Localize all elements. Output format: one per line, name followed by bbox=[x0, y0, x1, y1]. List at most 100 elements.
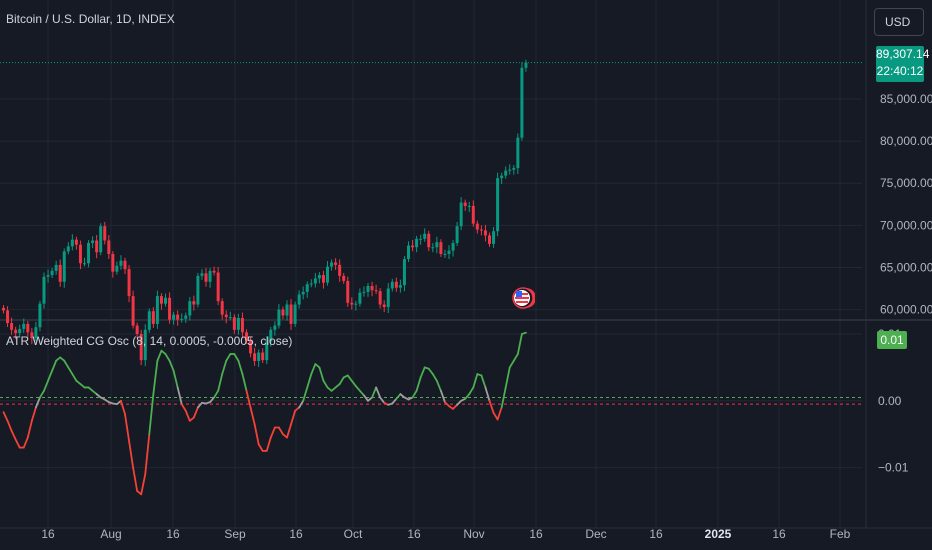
candle bbox=[492, 227, 496, 248]
candle bbox=[447, 245, 451, 259]
candle bbox=[370, 281, 374, 297]
candle-body bbox=[176, 314, 180, 320]
candle-body bbox=[398, 285, 402, 288]
osc-segment bbox=[468, 386, 475, 396]
candle-body bbox=[192, 301, 196, 305]
candle-body bbox=[224, 314, 228, 318]
candle-body bbox=[407, 245, 410, 260]
candle-body bbox=[305, 284, 309, 292]
candle-body bbox=[261, 352, 265, 361]
candle bbox=[245, 329, 248, 344]
candle bbox=[74, 236, 78, 250]
candle-body bbox=[402, 259, 406, 286]
candle bbox=[297, 290, 301, 309]
candle bbox=[269, 326, 273, 347]
osc-segment bbox=[358, 389, 365, 397]
candle-body bbox=[273, 325, 277, 330]
candle-body bbox=[83, 263, 86, 265]
candle-body bbox=[277, 309, 281, 326]
oscillator-line bbox=[2, 331, 527, 496]
candle-body bbox=[492, 231, 496, 244]
candle bbox=[431, 243, 435, 253]
candle bbox=[374, 284, 378, 294]
osc-segment bbox=[132, 466, 139, 492]
candle bbox=[34, 321, 38, 342]
candle bbox=[87, 240, 91, 268]
candle bbox=[483, 224, 487, 242]
candle-body bbox=[228, 317, 232, 319]
candle-body bbox=[99, 226, 103, 253]
candle-body bbox=[475, 223, 479, 230]
osc-segment bbox=[196, 401, 203, 409]
candle bbox=[83, 257, 86, 267]
candle-body bbox=[87, 243, 91, 264]
osc-segment bbox=[512, 353, 519, 362]
time-axis: 16 Aug 16 Sep 16 Oct 16 Nov 16 Dec 16 2025 16 Feb bbox=[41, 527, 850, 541]
candle bbox=[107, 235, 111, 259]
candle bbox=[111, 251, 115, 278]
candle bbox=[224, 310, 228, 324]
candle-body bbox=[131, 296, 135, 326]
osc-segment bbox=[411, 389, 418, 399]
candle bbox=[471, 200, 475, 227]
time-tick-label: Feb bbox=[830, 527, 851, 541]
osc-segment bbox=[504, 366, 511, 389]
candle-body bbox=[54, 264, 58, 271]
osc-segment bbox=[43, 379, 49, 392]
osc-segment bbox=[67, 366, 74, 375]
price-tick-label: 60,000.00 bbox=[880, 303, 932, 317]
osc-segment bbox=[435, 379, 442, 392]
osc-segment bbox=[298, 399, 305, 409]
time-tick-label: 16 bbox=[529, 527, 543, 541]
candle bbox=[147, 308, 151, 333]
candle-body bbox=[285, 304, 289, 316]
candle bbox=[91, 236, 95, 248]
candle-body bbox=[26, 323, 30, 333]
candle bbox=[354, 300, 358, 311]
candle bbox=[257, 349, 261, 367]
osc-segment bbox=[192, 406, 199, 419]
candle bbox=[78, 240, 82, 270]
osc-segment bbox=[302, 386, 309, 402]
candle-body bbox=[350, 302, 354, 305]
candle-body bbox=[111, 253, 115, 272]
osc-segment bbox=[371, 386, 378, 399]
osc-segment bbox=[354, 385, 361, 392]
time-tick-label: 16 bbox=[41, 527, 55, 541]
candle-body bbox=[50, 270, 54, 276]
osc-segment bbox=[484, 386, 491, 402]
candle-body bbox=[30, 332, 34, 339]
candle-body bbox=[386, 288, 390, 308]
candle-body bbox=[123, 260, 127, 270]
osc-segment bbox=[415, 376, 422, 392]
candle bbox=[419, 234, 423, 245]
candle-body bbox=[66, 246, 70, 252]
us-flag-icon[interactable] bbox=[511, 286, 536, 310]
currency-button[interactable]: USD bbox=[874, 8, 924, 36]
candle bbox=[151, 307, 155, 328]
candle-body bbox=[2, 307, 5, 311]
candle bbox=[2, 304, 5, 314]
candle bbox=[342, 272, 346, 284]
candle bbox=[38, 300, 42, 332]
indicator-title[interactable]: ATR Weighted CG Osc (8, 14, 0.0005, -0.0… bbox=[6, 334, 293, 348]
osc-segment bbox=[140, 473, 147, 496]
osc-segment bbox=[310, 363, 317, 375]
candle bbox=[6, 306, 10, 328]
osc-segment bbox=[184, 409, 191, 422]
time-tick-label: 16 bbox=[772, 527, 786, 541]
candle bbox=[46, 269, 50, 283]
osc-segment bbox=[172, 369, 179, 389]
candle-body bbox=[435, 242, 439, 248]
candle bbox=[30, 328, 34, 345]
candle bbox=[62, 248, 66, 288]
candle-body bbox=[488, 235, 491, 244]
candle-body bbox=[200, 273, 204, 276]
candle bbox=[135, 322, 139, 338]
osc-segment bbox=[253, 423, 260, 446]
candle-body bbox=[504, 170, 508, 176]
candle bbox=[180, 313, 184, 323]
candle bbox=[58, 259, 62, 287]
candle-body bbox=[516, 137, 520, 169]
